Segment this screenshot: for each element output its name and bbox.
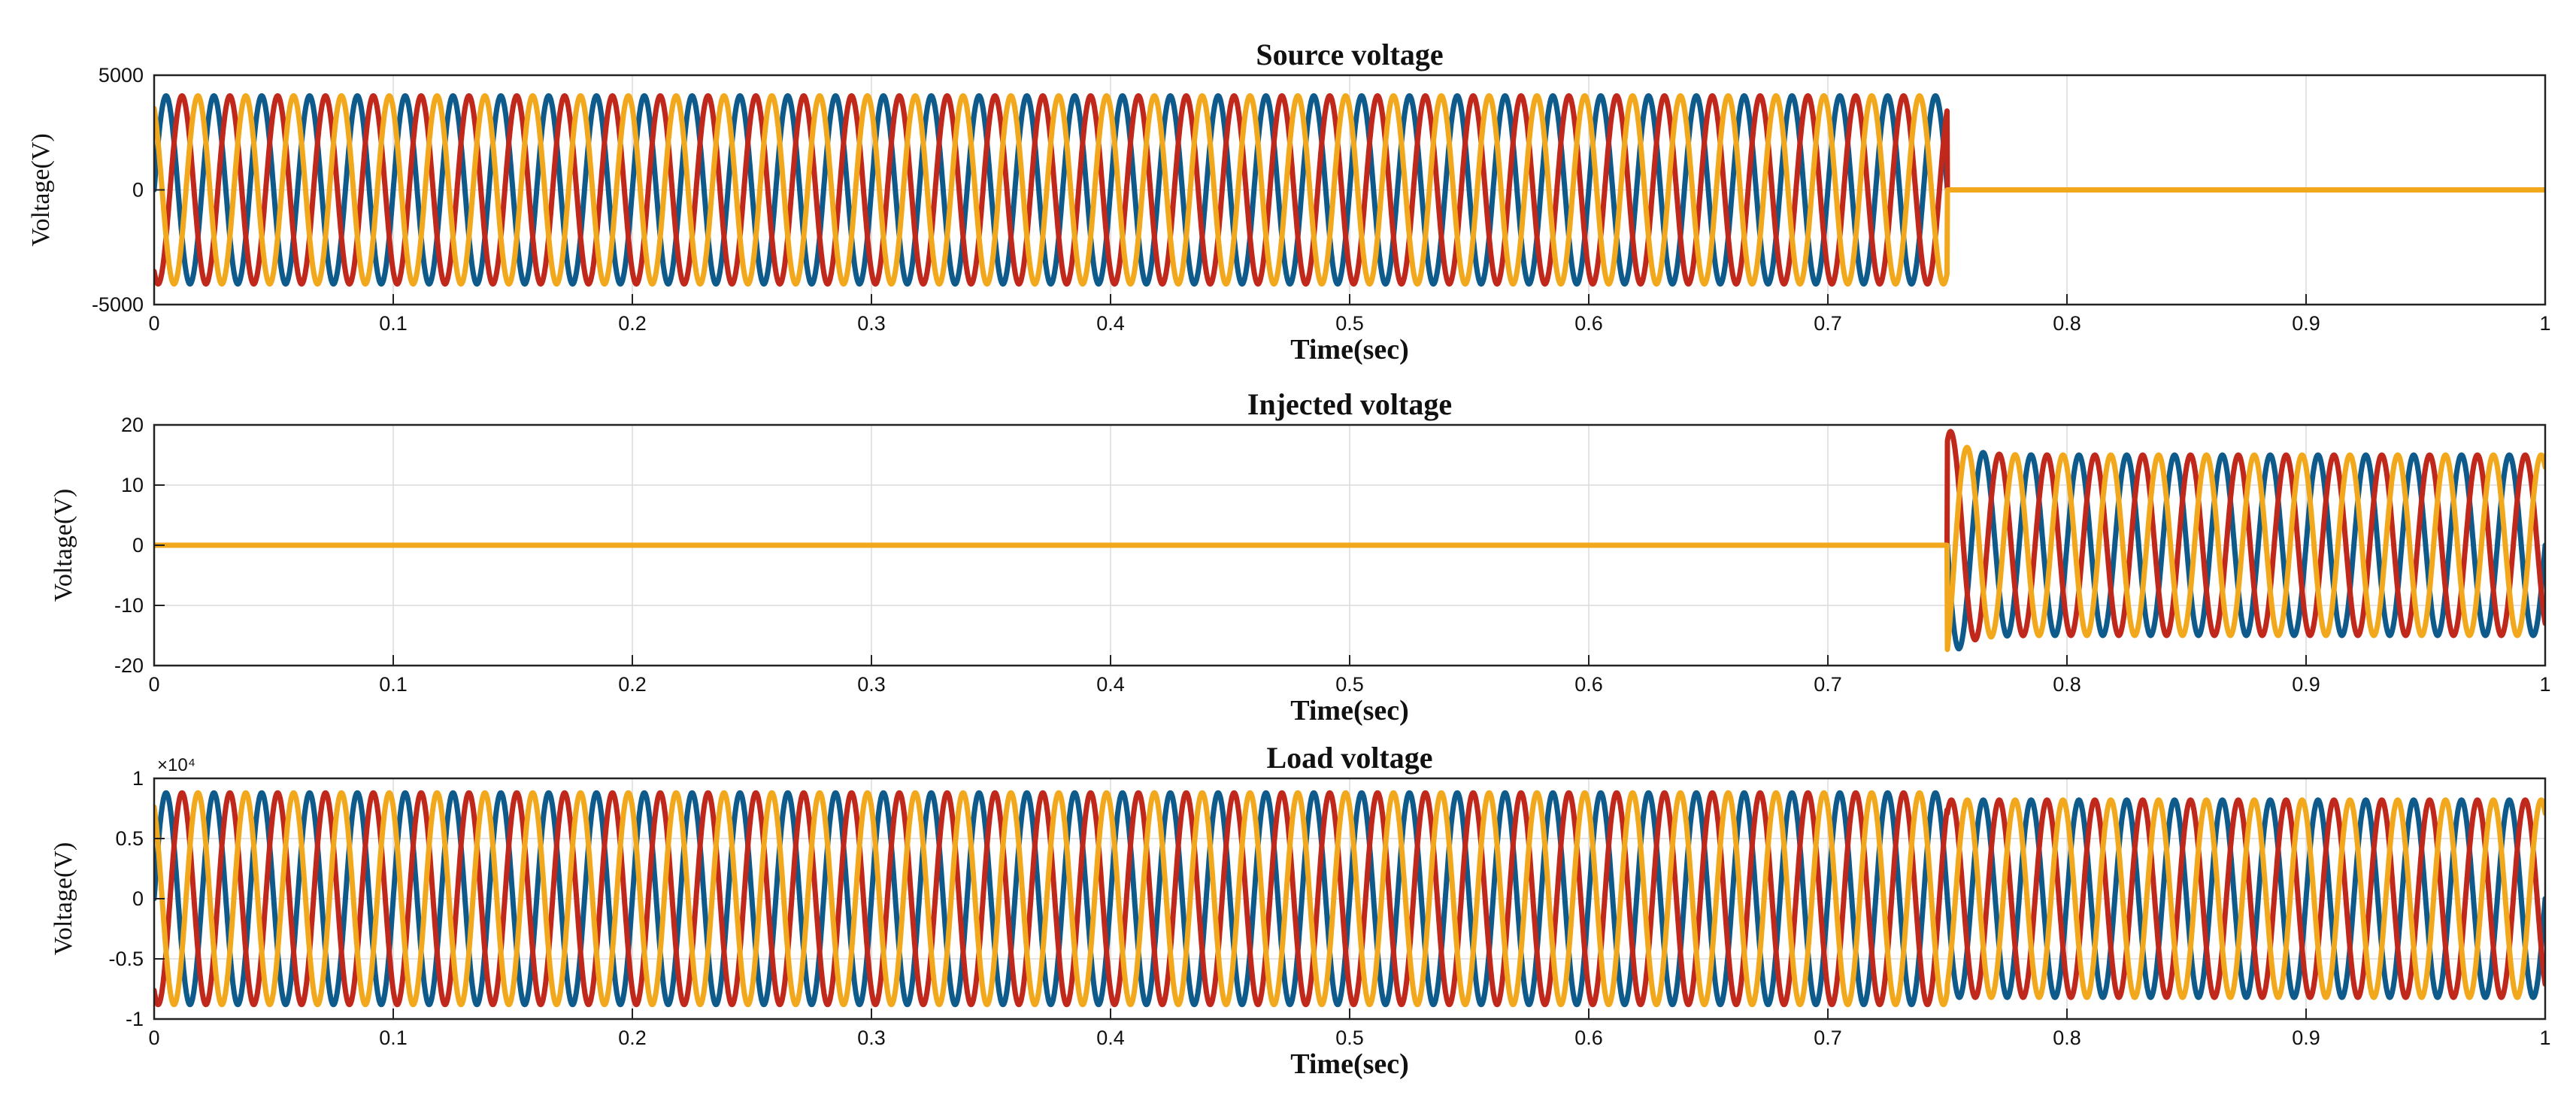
x-tick-label: 0.8 — [2053, 673, 2081, 696]
x-tick-label: 0.4 — [1096, 1027, 1125, 1049]
y-axis-label: Voltage(V) — [27, 133, 55, 246]
y-tick-label: 0.5 — [115, 827, 144, 850]
x-tick-label: 0.3 — [857, 312, 886, 335]
y-tick-label: 0 — [132, 534, 144, 557]
x-tick-label: 0 — [148, 312, 159, 335]
series-phase-3-line — [154, 790, 2545, 1008]
chart-title: Source voltage — [1256, 38, 1443, 71]
y-tick-label: 0 — [132, 887, 144, 910]
x-tick-label: 1 — [2539, 673, 2550, 696]
x-axis-label: Time(sec) — [1290, 1048, 1409, 1080]
series-phase-3-line — [154, 93, 2545, 287]
x-axis-label: Time(sec) — [1290, 695, 1409, 726]
x-tick-label: 0.7 — [1814, 1027, 1842, 1049]
x-tick-label: 0.7 — [1814, 312, 1842, 335]
x-tick-label: 0 — [148, 1027, 159, 1049]
x-tick-label: 0.8 — [2053, 1027, 2081, 1049]
x-tick-label: 1 — [2539, 1027, 2550, 1049]
y-tick-label: -20 — [114, 654, 144, 677]
series-phase-2-line — [154, 790, 2545, 1008]
y-axis-label: Voltage(V) — [50, 842, 77, 955]
x-tick-label: 1 — [2539, 312, 2550, 335]
x-tick-label: 0.3 — [857, 673, 886, 696]
y-axis-label: Voltage(V) — [50, 489, 77, 602]
y-tick-label: 5000 — [98, 64, 144, 86]
x-tick-label: 0.1 — [379, 312, 408, 335]
y-tick-label: -5000 — [92, 293, 144, 316]
x-tick-label: 0.2 — [618, 1027, 647, 1049]
x-tick-label: 0.6 — [1574, 673, 1603, 696]
x-tick-label: 0.9 — [2292, 312, 2320, 335]
x-tick-label: 0.1 — [379, 1027, 408, 1049]
x-tick-label: 0.2 — [618, 312, 647, 335]
y-axis-multiplier: ×10⁴ — [157, 755, 195, 775]
y-tick-label: -1 — [126, 1008, 144, 1030]
x-tick-label: 0.9 — [2292, 673, 2320, 696]
chart-title: Injected voltage — [1247, 387, 1452, 421]
x-axis-label: Time(sec) — [1290, 334, 1409, 365]
y-tick-label: 0 — [132, 179, 144, 202]
chart-title: Load voltage — [1266, 741, 1432, 775]
x-tick-label: 0.4 — [1096, 312, 1125, 335]
x-tick-label: 0.5 — [1335, 673, 1364, 696]
y-tick-label: 20 — [121, 414, 144, 436]
y-tick-label: 1 — [132, 767, 144, 790]
series-phase-3-line — [154, 444, 2545, 653]
x-tick-label: 0.2 — [618, 673, 647, 696]
x-tick-label: 0.9 — [2292, 1027, 2320, 1049]
x-tick-label: 0.4 — [1096, 673, 1125, 696]
x-tick-label: 0.5 — [1335, 312, 1364, 335]
y-tick-label: -0.5 — [108, 948, 144, 970]
x-tick-label: 0.6 — [1574, 1027, 1603, 1049]
series-phase-1-line — [154, 790, 2545, 1008]
x-tick-label: 0 — [148, 673, 159, 696]
subplot-3: 0 0.1 0.2 0.3 0.4 0.5 0.6 0.7 0.8 0.9 1 -1 -0.5 0 0.5 1… — [50, 741, 2551, 1080]
subplot-2: 0 0.1 0.2 0.3 0.4 0.5 0.6 0.7 0.8 0.9 1 -20 -10 0 10 20… — [50, 387, 2551, 726]
x-tick-label: 0.3 — [857, 1027, 886, 1049]
x-tick-label: 0.5 — [1335, 1027, 1364, 1049]
y-tick-label: -10 — [114, 594, 144, 617]
x-tick-label: 0.7 — [1814, 673, 1842, 696]
x-tick-label: 0.1 — [379, 673, 408, 696]
x-tick-label: 0.8 — [2053, 312, 2081, 335]
y-tick-label: 10 — [121, 474, 144, 496]
subplot-1: 0 0.1 0.2 0.3 0.4 0.5 0.6 0.7 0.8 0.9 1-500005000S… — [27, 38, 2551, 365]
x-tick-label: 0.6 — [1574, 312, 1603, 335]
